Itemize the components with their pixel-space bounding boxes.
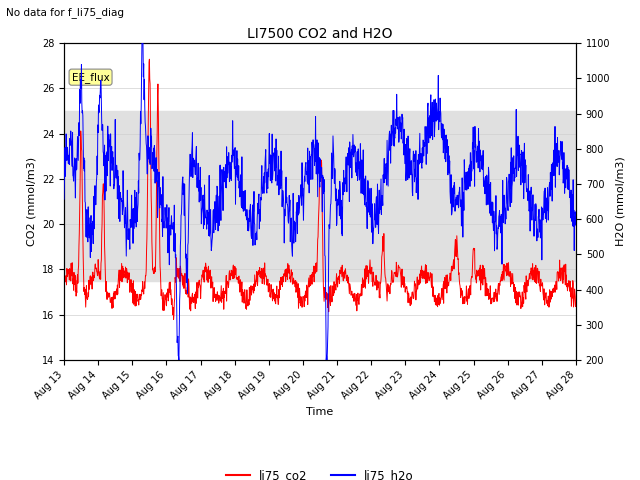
Text: No data for f_li75_diag: No data for f_li75_diag bbox=[6, 7, 124, 18]
Legend: li75_co2, li75_h2o: li75_co2, li75_h2o bbox=[221, 465, 419, 480]
Text: EE_flux: EE_flux bbox=[72, 72, 109, 83]
X-axis label: Time: Time bbox=[307, 407, 333, 417]
Title: LI7500 CO2 and H2O: LI7500 CO2 and H2O bbox=[247, 27, 393, 41]
Y-axis label: CO2 (mmol/m3): CO2 (mmol/m3) bbox=[26, 157, 36, 246]
Y-axis label: H2O (mmol/m3): H2O (mmol/m3) bbox=[616, 157, 626, 246]
Bar bbox=[64, 111, 576, 281]
